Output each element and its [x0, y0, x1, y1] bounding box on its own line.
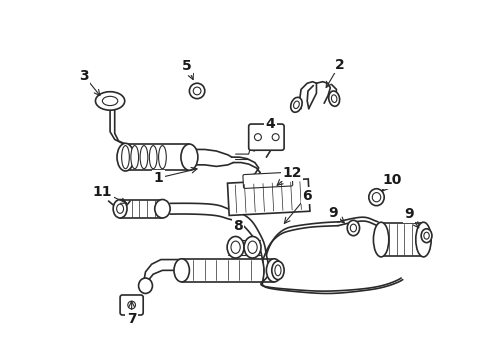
Ellipse shape [140, 145, 147, 169]
FancyBboxPatch shape [243, 172, 292, 188]
Text: 6: 6 [302, 189, 311, 203]
Text: 9: 9 [328, 206, 338, 220]
Text: 3: 3 [79, 68, 88, 82]
Ellipse shape [181, 144, 198, 170]
Ellipse shape [371, 193, 380, 202]
Text: 10: 10 [382, 173, 401, 187]
Text: 4: 4 [265, 117, 275, 131]
Ellipse shape [271, 261, 284, 280]
Ellipse shape [154, 199, 170, 218]
Ellipse shape [254, 134, 261, 141]
Ellipse shape [122, 145, 129, 169]
Text: 7: 7 [126, 312, 136, 326]
Text: 1: 1 [153, 171, 163, 185]
Ellipse shape [415, 222, 430, 257]
Ellipse shape [127, 301, 135, 309]
Ellipse shape [131, 145, 138, 169]
Ellipse shape [290, 97, 302, 112]
Text: 11: 11 [92, 185, 112, 199]
Ellipse shape [117, 143, 134, 171]
Ellipse shape [349, 224, 356, 232]
Ellipse shape [189, 83, 204, 99]
Text: 2: 2 [334, 58, 344, 72]
Ellipse shape [272, 134, 279, 141]
Ellipse shape [193, 87, 201, 95]
FancyBboxPatch shape [120, 295, 143, 315]
Ellipse shape [174, 259, 189, 282]
Ellipse shape [423, 232, 428, 239]
Ellipse shape [293, 101, 299, 108]
Text: 8: 8 [233, 220, 242, 233]
Ellipse shape [244, 237, 261, 258]
Ellipse shape [328, 91, 339, 106]
Ellipse shape [226, 237, 244, 258]
Ellipse shape [331, 95, 336, 103]
Ellipse shape [230, 241, 240, 253]
Text: 12: 12 [282, 166, 301, 180]
Ellipse shape [138, 278, 152, 293]
Ellipse shape [117, 204, 123, 213]
Ellipse shape [368, 189, 384, 206]
Bar [227, 179, 309, 216]
Text: 9: 9 [403, 207, 413, 221]
FancyBboxPatch shape [248, 124, 284, 150]
Ellipse shape [420, 229, 431, 243]
Ellipse shape [373, 222, 388, 257]
Text: 5: 5 [182, 59, 192, 73]
Ellipse shape [158, 145, 166, 169]
Ellipse shape [113, 199, 127, 218]
Ellipse shape [149, 145, 157, 169]
Ellipse shape [95, 92, 124, 110]
Ellipse shape [274, 265, 281, 276]
Ellipse shape [346, 220, 359, 236]
Ellipse shape [266, 259, 281, 282]
Ellipse shape [102, 96, 118, 105]
Ellipse shape [247, 241, 257, 253]
